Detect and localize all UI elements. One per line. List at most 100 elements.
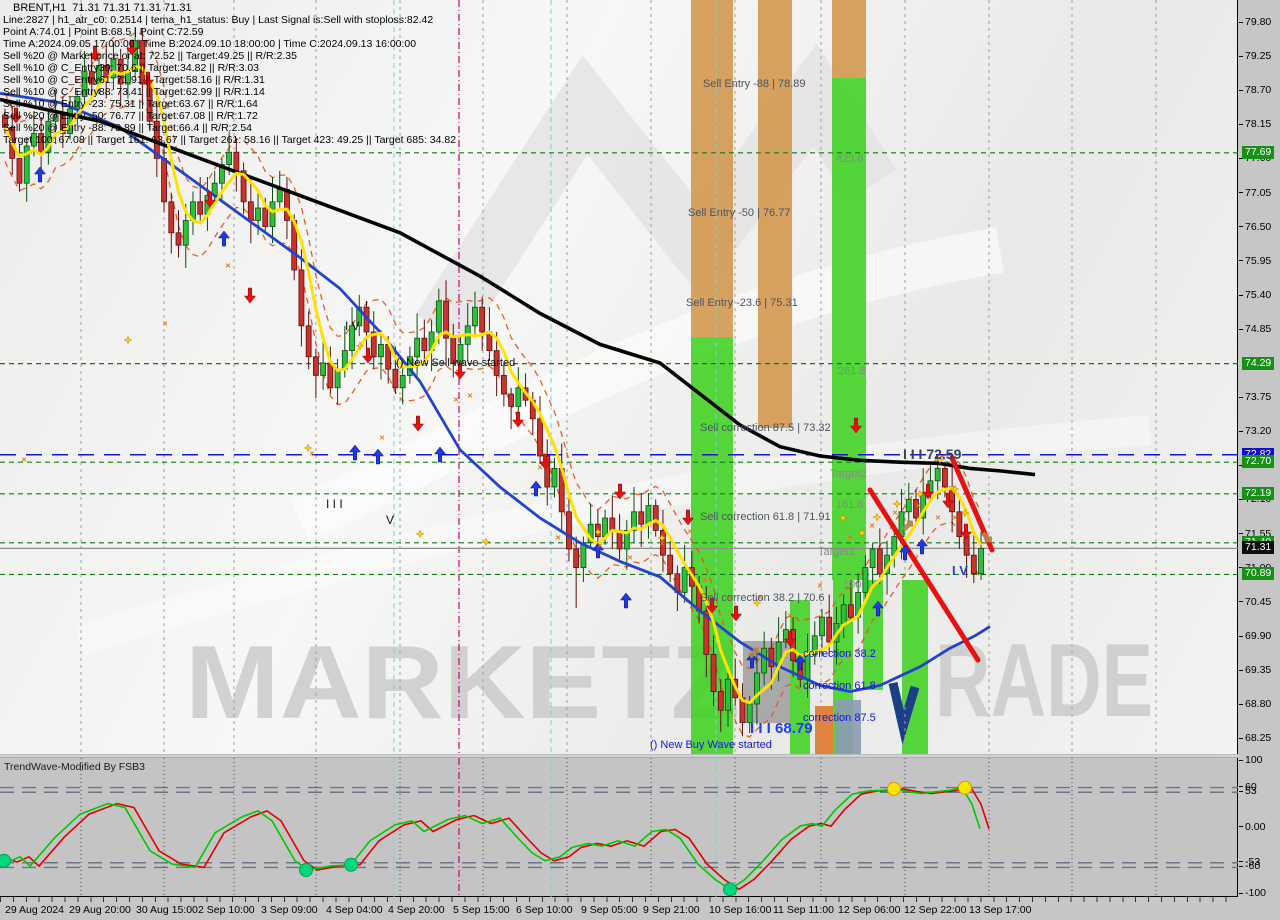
time-label: 10 Sep 16:00	[709, 904, 772, 916]
buy-arrow-icon	[745, 652, 759, 669]
price-axis[interactable]: 79.8079.2578.7078.1577.6077.0576.5075.95…	[1239, 0, 1280, 899]
info-line-0: BRENT,H1 71.31 71.31 71.31 71.31	[13, 2, 192, 14]
ma-navy	[0, 91, 991, 694]
buy-arrow-icon	[217, 230, 231, 247]
x-marker-icon: ✕	[847, 535, 853, 542]
x-marker-icon: ✕	[467, 393, 473, 400]
watermark-blue-v	[888, 682, 920, 745]
hollow-arrow-icon: ⇗	[902, 517, 915, 534]
indicator-title: TrendWave-Modified By FSB3	[4, 761, 146, 773]
star-marker-icon: ✦	[892, 499, 901, 511]
indicator-tick: 0.00	[1239, 821, 1265, 833]
sell-arrow-icon	[141, 71, 155, 88]
price-badge-77.69: 77.69	[1242, 145, 1275, 159]
buy-arrow-icon	[348, 444, 362, 461]
price-tick: 68.80	[1239, 698, 1271, 710]
annotation-text: I I I 72.59	[903, 446, 962, 462]
annotation-text: I I I	[326, 497, 343, 511]
time-axis[interactable]: 29 Aug 2024 29 Aug 20:00 30 Aug 15:00 2 Sep…	[0, 897, 1280, 920]
main-chart-area[interactable]: MARKETZ RADE ✦ ✦ ✦ ✦ ✦ ✦ ✦ ✦ ✦ ✦ ✦ ✦ ✦ ✦ ✦ ✦ ✕ ✕ ✕ ✕ ✕ ✕ ✕ ✕ ✕ ✕ ✕ ✕ ✕…	[0, 0, 1238, 754]
zone-orange	[832, 0, 866, 78]
star-marker-icon: ✦	[872, 512, 881, 524]
sell-arrow-icon	[203, 191, 217, 208]
star-marker-icon: ✦	[935, 455, 944, 467]
sell-arrow-icon	[941, 492, 955, 509]
price-badge-70.89: 70.89	[1242, 567, 1275, 581]
star-marker-icon: ✦	[123, 335, 132, 347]
indicator-tick: 53	[1239, 785, 1257, 797]
x-marker-icon: ✕	[379, 435, 385, 442]
red-trendline	[949, 455, 995, 553]
ma-black	[0, 97, 1036, 477]
x-marker-icon: ✕	[537, 465, 543, 472]
price-tick: 78.15	[1239, 118, 1271, 130]
time-label: 9 Sep 21:00	[643, 904, 700, 916]
star-marker-icon: ✦	[481, 537, 490, 549]
price-tick: 77.05	[1239, 187, 1271, 199]
x-marker-icon: ✕	[659, 541, 665, 548]
star-marker-icon: ✦	[915, 489, 924, 501]
annotation-text: I V	[952, 563, 968, 578]
star-marker-icon: ✦	[415, 529, 424, 541]
zone-orangebox	[815, 706, 833, 754]
price-badge-72.70: 72.70	[1242, 455, 1275, 469]
x-marker-icon: ✕	[597, 543, 603, 550]
envelope-upper	[4, 31, 982, 670]
indicator-panel[interactable]: TrendWave-Modified By FSB3	[0, 758, 1238, 897]
sell-arrow-icon	[849, 417, 863, 434]
watermark-swoosh2	[75, 415, 1152, 655]
sell-arrow-icon	[959, 523, 973, 540]
zone-orange	[691, 0, 733, 337]
time-label: 4 Sep 20:00	[388, 904, 445, 916]
panel-splitter[interactable]	[0, 754, 1238, 758]
x-marker-icon: ✕	[787, 613, 793, 620]
annotation-text: () New Sell wave started	[396, 357, 515, 369]
info-line-9: Sell %20 @ Entry -50: 76.77 || Target:67…	[3, 110, 258, 122]
time-label: 3 Sep 09:00	[261, 904, 318, 916]
x-marker-icon: ✕	[952, 515, 958, 522]
x-marker-icon: ✕	[817, 583, 823, 590]
buy-signal-dot	[299, 863, 313, 878]
time-label: 30 Aug 15:00	[136, 904, 198, 916]
x-marker-icon: ✕	[162, 321, 168, 328]
price-chart-canvas: MARKETZ RADE✦✦✦✦ ✦✦✦✦✦✦✦✦✦✦✦ ✦✕✕✕✕✕✕✕✕✕✕✕✕✕…	[0, 0, 1238, 754]
buy-signal-dot	[723, 882, 737, 897]
trendwave-green-line	[0, 786, 981, 891]
sell-arrow-icon	[538, 453, 552, 470]
buy-arrow-icon	[33, 166, 47, 183]
sell-arrow-icon	[921, 483, 935, 500]
sell-arrow-icon	[411, 415, 425, 432]
price-tick: 75.95	[1239, 255, 1271, 267]
star-marker-icon: ✦	[752, 598, 761, 610]
annotation-text: Target2	[830, 468, 867, 480]
info-line-11: Target 100: 67.08 || Target 161: 63.67 |…	[3, 134, 457, 146]
star-marker-icon: ✦	[355, 341, 364, 353]
annotation-text: I V	[345, 319, 360, 333]
price-tick: 79.80	[1239, 16, 1271, 28]
hollow-arrow-icon: ⇗	[748, 644, 761, 661]
x-marker-icon: ✕	[627, 555, 633, 562]
info-line-6: Sell %10 @ C_Entry61: 71.91 || Target:58…	[3, 74, 265, 86]
indicator-tick: 60	[1239, 781, 1257, 793]
info-line-5: Sell %10 @ C_Entry39: 70.6 || Target:34.…	[3, 62, 260, 74]
indicator-tick: -100	[1239, 887, 1266, 899]
sell-arrow-icon	[125, 39, 139, 56]
price-tick: 78.70	[1239, 84, 1271, 96]
watermark-text-right: RADE	[935, 623, 1153, 739]
x-marker-icon: ✕	[453, 397, 459, 404]
sell-arrow-icon	[729, 605, 743, 622]
sell-arrow-icon	[9, 107, 23, 124]
x-marker-icon: ✕	[869, 523, 875, 530]
time-label: 12 Sep 06:00	[838, 904, 901, 916]
info-line-10: Sell %20 @ Entry -88: 78.89 || Target:66…	[3, 122, 253, 134]
sell-signal-dot	[887, 781, 901, 796]
star-marker-icon: ✦	[657, 533, 666, 545]
buy-signal-dot	[344, 857, 358, 872]
time-axis-ticks	[0, 897, 1238, 902]
indicator-tick: -60	[1239, 860, 1260, 872]
sell-arrow-icon	[361, 347, 375, 364]
sell-arrow-icon	[453, 363, 467, 380]
zone-orange	[758, 0, 792, 428]
annotation-text: correction 61.8	[803, 680, 876, 692]
